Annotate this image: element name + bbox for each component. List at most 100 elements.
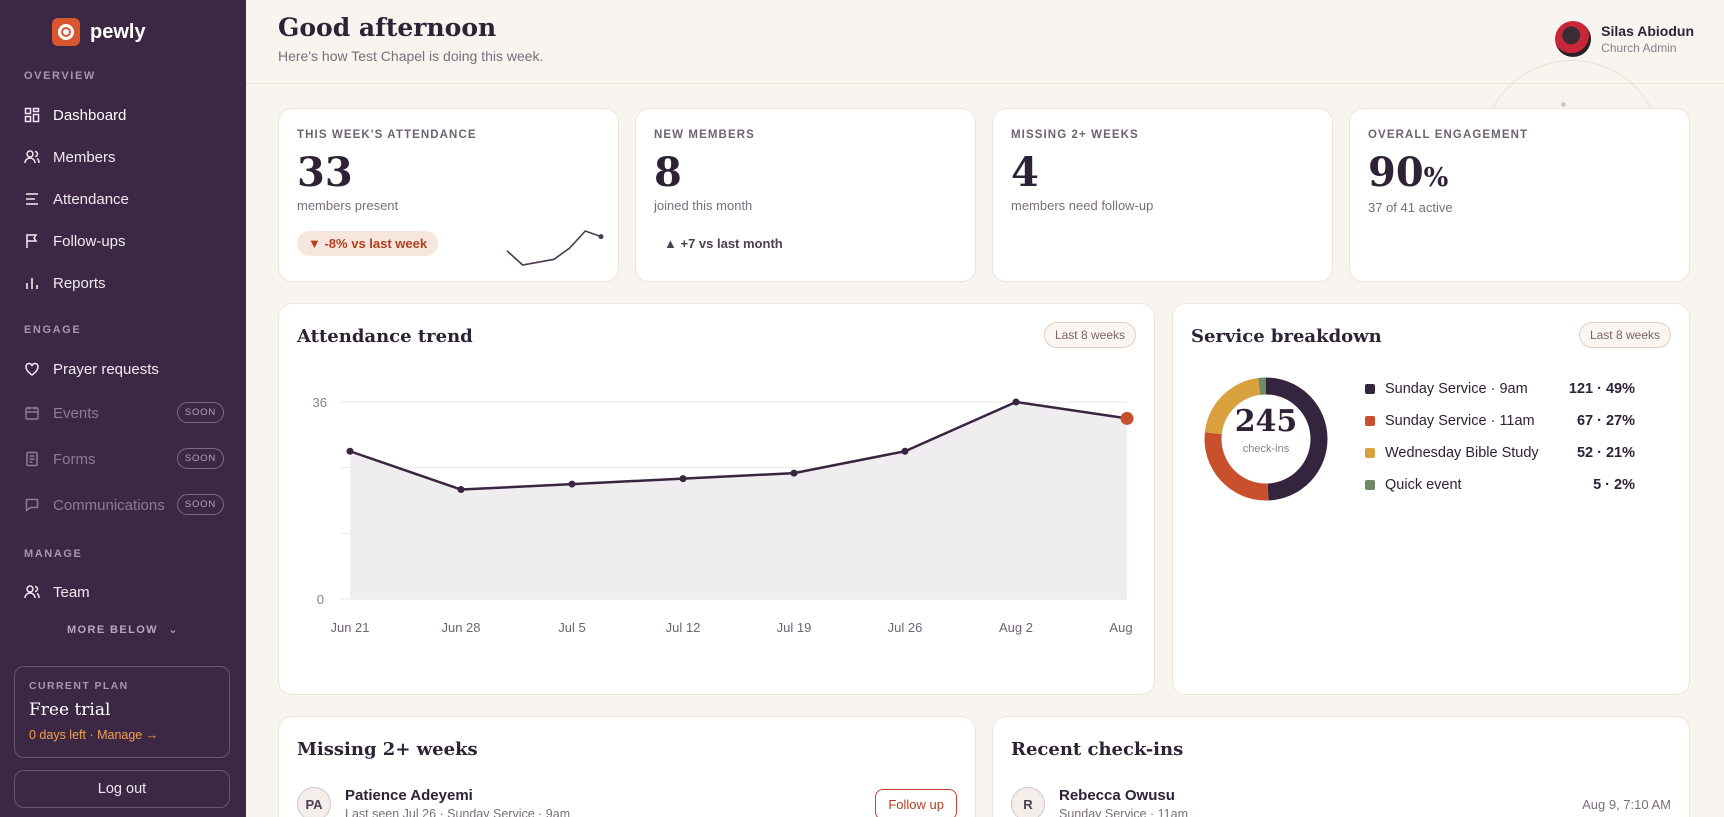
- chat-icon: [24, 497, 40, 513]
- stat-card-missing: MISSING 2+ WEEKS 4 members need follow-u…: [992, 108, 1333, 282]
- user-role: Church Admin: [1601, 41, 1677, 55]
- x-tick-label: Aug: [1109, 620, 1132, 635]
- chevron-down-icon: ⌄: [168, 624, 180, 636]
- section-label-engage: ENGAGE: [24, 324, 82, 336]
- y-tick-label: 36: [313, 395, 327, 410]
- member-last-seen: Last seen Jul 26 · Sunday Service · 9am: [345, 807, 571, 817]
- plan-label: CURRENT PLAN: [29, 680, 129, 692]
- pewly-logo-icon: [52, 18, 80, 46]
- page-title: Good afternoon: [278, 13, 497, 42]
- section-label-manage: MANAGE: [24, 548, 83, 560]
- attendance-trend-card: Attendance trend Last 8 weeks 36 0 Jun 21 J…: [278, 303, 1155, 695]
- more-below-toggle[interactable]: MORE BELOW ⌄: [0, 623, 246, 636]
- legend-swatch: [1365, 448, 1375, 458]
- card-title: Service breakdown: [1191, 326, 1382, 347]
- checkin-time: Aug 9, 7:10 AM: [1582, 797, 1671, 812]
- sidebar-item-label: Reports: [53, 274, 106, 292]
- user-menu[interactable]: Silas Abiodun Church Admin: [1555, 21, 1694, 57]
- trend-point: [568, 480, 576, 488]
- recent-checkins-card: Recent check-ins R Rebecca Owusu Sunday …: [992, 716, 1690, 817]
- stat-label: OVERALL ENGAGEMENT: [1368, 129, 1529, 141]
- donut-total: 245: [1234, 404, 1298, 439]
- sidebar-item-label: Forms: [53, 450, 96, 468]
- trend-point: [790, 469, 798, 477]
- attendance-icon: [24, 191, 40, 207]
- attendance-trend-chart: 36 0 Jun 21 Jun 28 Jul 5 Jul 12 Jul 19 Jul 26 Au…: [313, 395, 1134, 635]
- legend-item: Sunday Service · 11am 67 · 27%: [1365, 411, 1635, 431]
- range-pill[interactable]: Last 8 weeks: [1043, 322, 1136, 348]
- donut-slice: [1204, 432, 1269, 501]
- soon-badge: SOON: [176, 494, 224, 515]
- donut-slice: [1265, 377, 1328, 501]
- sidebar-item-members[interactable]: Members: [24, 145, 224, 169]
- stat-number: 90: [1368, 149, 1424, 196]
- sidebar-item-attendance[interactable]: Attendance: [24, 187, 224, 211]
- x-tick-label: Aug 2: [999, 620, 1033, 635]
- legend-value: 52 · 21%: [1576, 445, 1635, 461]
- sidebar-item-label: Team: [53, 583, 90, 601]
- stat-value: 33: [297, 149, 353, 196]
- sidebar-item-label: Prayer requests: [53, 360, 159, 378]
- y-tick-label: 0: [317, 592, 324, 607]
- trend-point: [346, 447, 354, 455]
- x-tick-label: Jun 28: [441, 620, 480, 635]
- plan-manage-link[interactable]: 0 days left · Manage →: [29, 728, 159, 742]
- x-tick-label: Jul 19: [777, 620, 812, 635]
- sidebar-item-reports[interactable]: Reports: [24, 271, 224, 295]
- legend-value: 121 · 49%: [1568, 381, 1635, 397]
- missing-card: Missing 2+ weeks PA Patience Adeyemi Las…: [278, 716, 976, 817]
- sidebar-item-follow-ups[interactable]: Follow-ups: [24, 229, 224, 253]
- sidebar-item-label: Dashboard: [53, 106, 127, 124]
- members-icon: [24, 149, 40, 165]
- logout-button[interactable]: Log out: [14, 770, 230, 808]
- stat-value: 4: [1011, 149, 1039, 196]
- legend-swatch: [1365, 480, 1375, 490]
- sidebar-item-label: Follow-ups: [53, 232, 126, 250]
- avatar: [1555, 21, 1592, 57]
- legend-item: Sunday Service · 9am 121 · 49%: [1365, 379, 1635, 399]
- stat-sub: members need follow-up: [1011, 198, 1154, 213]
- soon-badge: SOON: [176, 402, 224, 423]
- soon-badge: SOON: [176, 448, 224, 469]
- card-title: Missing 2+ weeks: [297, 739, 478, 760]
- legend-label: Sunday Service · 9am: [1385, 381, 1528, 397]
- user-name: Silas Abiodun: [1601, 23, 1694, 39]
- stat-sub: members present: [297, 198, 399, 213]
- service-breakdown-card: Service breakdown Last 8 weeks 245 check…: [1172, 303, 1690, 695]
- range-pill[interactable]: Last 8 weeks: [1578, 322, 1671, 348]
- stat-card-new-members: NEW MEMBERS 8 joined this month ▲ +7 vs …: [635, 108, 976, 282]
- flag-icon: [24, 233, 40, 249]
- x-tick-label: Jul 5: [558, 620, 585, 635]
- trend-point: [1120, 411, 1134, 425]
- sidebar-item-forms[interactable]: Forms SOON: [24, 447, 224, 471]
- team-icon: [24, 584, 40, 600]
- trend-point: [679, 475, 687, 483]
- sidebar-item-team[interactable]: Team: [24, 580, 224, 604]
- stat-label: THIS WEEK'S ATTENDANCE: [297, 129, 477, 141]
- avatar: PA: [297, 787, 331, 817]
- service-donut-chart: [1204, 377, 1328, 501]
- trend-area: [350, 402, 1127, 599]
- sidebar-item-dashboard[interactable]: Dashboard: [24, 103, 224, 127]
- stat-sub: 37 of 41 active: [1368, 200, 1453, 215]
- brand[interactable]: pewly: [52, 18, 146, 46]
- calendar-icon: [24, 405, 40, 421]
- sidebar-item-prayer-requests[interactable]: Prayer requests: [24, 357, 224, 381]
- checkin-service: Sunday Service · 11am: [1059, 807, 1188, 817]
- page-header: Good afternoon Here's how Test Chapel is…: [246, 0, 1724, 84]
- sidebar-item-label: Attendance: [53, 190, 129, 208]
- sidebar-item-communications[interactable]: Communications SOON: [24, 493, 224, 517]
- member-name: Rebecca Owusu: [1059, 787, 1175, 804]
- bar-chart-icon: [24, 275, 40, 291]
- legend-value: 5 · 2%: [1593, 477, 1635, 493]
- stat-card-attendance: THIS WEEK'S ATTENDANCE 33 members presen…: [278, 108, 619, 282]
- stat-card-engagement: OVERALL ENGAGEMENT 90% 37 of 41 active: [1349, 108, 1690, 282]
- donut-slice: [1204, 378, 1261, 435]
- trend-series-line: [349, 400, 1128, 491]
- x-tick-label: Jul 12: [666, 620, 701, 635]
- sidebar-item-label: Events: [53, 404, 99, 422]
- sparkline-path: [506, 230, 602, 266]
- sidebar-item-events[interactable]: Events SOON: [24, 401, 224, 425]
- follow-up-button[interactable]: Follow up: [875, 789, 957, 817]
- stat-unit: %: [1423, 163, 1449, 193]
